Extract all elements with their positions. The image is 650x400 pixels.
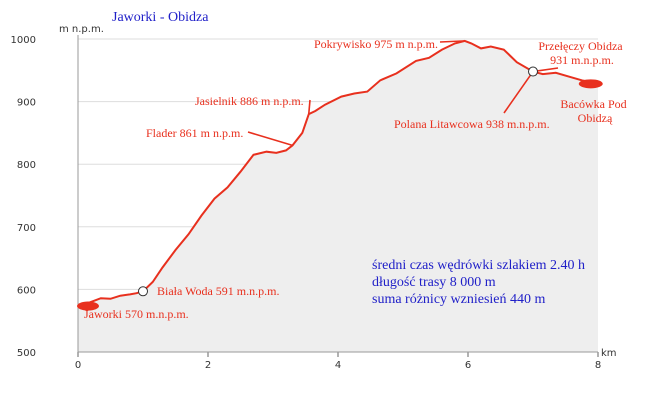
start-marker	[77, 301, 99, 311]
point-label-przelecz-obidza: Przełęczy Obidza 931 m.n.p.m.	[538, 39, 625, 67]
y-tick-label: 1000	[11, 35, 36, 46]
y-tick-label: 900	[17, 98, 36, 109]
leader-line	[503, 71, 534, 114]
chart-title: Jaworki - Obidza	[112, 10, 209, 25]
annotation-jasielnik: Jasielnik 886 m n.p.m.	[195, 94, 304, 108]
x-tick-label: 0	[75, 360, 81, 371]
point-label-biala-woda: Biała Woda 591 m.n.p.m.	[157, 284, 279, 298]
annotation-flader: Flader 861 m n.p.m.	[146, 126, 243, 140]
leader-line	[307, 99, 311, 115]
waypoint-marker	[528, 66, 538, 77]
x-tick-label: 4	[335, 360, 341, 371]
x-axis-label: km	[601, 348, 617, 359]
y-tick-label: 500	[17, 348, 36, 359]
waypoint-marker	[138, 286, 148, 297]
elevation-area-fill	[78, 40, 598, 353]
x-tick-label: 2	[205, 360, 211, 371]
annotation-pokrywisko: Pokrywisko 975 m n.p.m.	[314, 37, 438, 51]
leader-line	[439, 40, 465, 43]
x-tick-label: 8	[595, 360, 601, 371]
info-elevation: suma różnicy wzniesień 440 m	[372, 292, 546, 307]
x-tick-label: 6	[465, 360, 471, 371]
annotation-bacowka: Bacówka Pod Obidzą	[560, 97, 629, 125]
end-marker	[578, 79, 603, 89]
y-axis-label: m n.p.m.	[59, 24, 104, 35]
point-label-jaworki: Jaworki 570 m.n.p.m.	[84, 307, 189, 321]
y-tick-label: 600	[17, 285, 36, 296]
info-time: średni czas wędrówki szlakiem 2.40 h	[372, 258, 585, 273]
annotation-polana-litawcowa: Polana Litawcowa 938 m.n.p.m.	[394, 117, 550, 131]
leader-line	[247, 131, 293, 147]
y-tick-label: 700	[17, 223, 36, 234]
info-length: długość trasy 8 000 m	[372, 275, 496, 290]
y-tick-label: 800	[17, 160, 36, 171]
